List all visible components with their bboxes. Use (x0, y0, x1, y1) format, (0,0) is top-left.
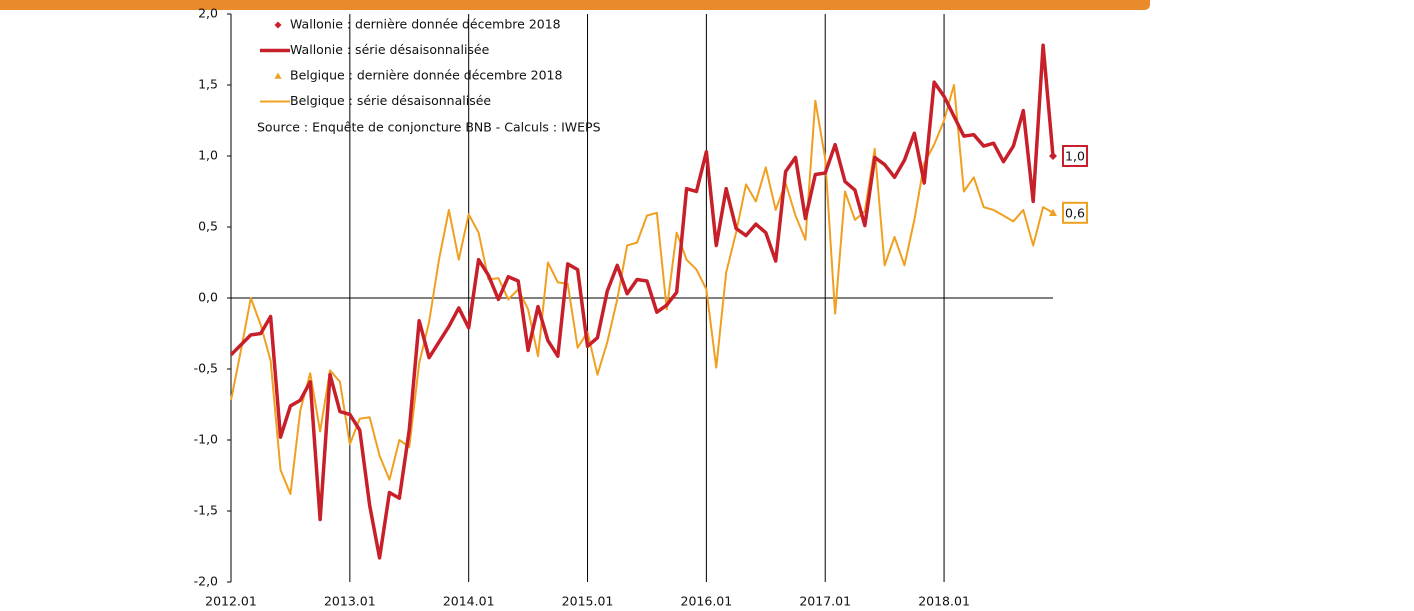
y-tick-label: 1,5 (198, 77, 218, 92)
y-tick-label: 0,0 (198, 290, 218, 305)
y-tick-label: -1,0 (194, 432, 218, 447)
series-line (229, 43, 1055, 560)
last-point-marker (1049, 208, 1057, 216)
x-tick-label: 2017.01 (799, 594, 851, 609)
series-line (230, 84, 1054, 495)
value-label-box (1062, 145, 1088, 167)
top-bar (0, 0, 1150, 10)
last-point-marker (1049, 152, 1057, 160)
x-tick-label: 2012.01 (205, 594, 257, 609)
x-tick-label: 2015.01 (562, 594, 614, 609)
legend-label: Wallonie : série désaisonnalisée (290, 42, 490, 57)
x-tick-label: 2016.01 (681, 594, 733, 609)
legend-marker (274, 21, 282, 29)
legend-marker (274, 72, 282, 79)
y-tick-label: -1,5 (194, 503, 218, 518)
value-label-box (1062, 201, 1088, 224)
y-tick-label: 2,0 (198, 6, 218, 21)
x-tick-label: 2014.01 (443, 594, 495, 609)
source-note: Source : Enquête de conjoncture BNB - Ca… (257, 120, 601, 135)
legend-label: Wallonie : dernière donnée décembre 2018 (290, 17, 561, 32)
legend-label: Belgique : série désaisonnalisée (290, 93, 491, 108)
value-label: 0,6 (1065, 205, 1085, 220)
value-label: 1,0 (1065, 149, 1085, 164)
y-tick-label: 1,0 (198, 148, 218, 163)
x-tick-label: 2018.01 (918, 594, 970, 609)
y-tick-label: -0,5 (194, 361, 218, 376)
legend-label: Belgique : dernière donnée décembre 2018 (290, 68, 562, 83)
y-tick-label: 0,5 (198, 219, 218, 234)
y-tick-label: -2,0 (194, 574, 218, 589)
x-tick-label: 2013.01 (324, 594, 376, 609)
